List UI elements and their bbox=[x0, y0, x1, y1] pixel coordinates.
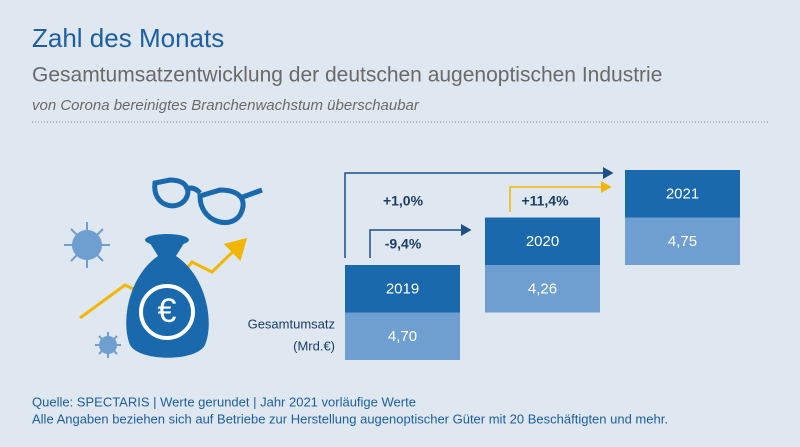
boxes: 2019 4,70 2020 4,26 2021 4,75 bbox=[345, 170, 740, 360]
measure-label: Gesamtumsatz bbox=[248, 316, 335, 331]
value-label: 4,70 bbox=[388, 328, 417, 345]
value-box bbox=[345, 312, 460, 360]
year-label: 2019 bbox=[386, 281, 419, 298]
value-box bbox=[485, 265, 600, 313]
value-label: 4,75 bbox=[668, 233, 697, 250]
tagline: von Corona bereinigtes Branchenwachstum … bbox=[32, 97, 420, 114]
value-label: 4,26 bbox=[528, 281, 557, 298]
change-label: +1,0% bbox=[383, 193, 424, 209]
source: Quelle: SPECTARIS | Werte gerundet | Jah… bbox=[32, 394, 416, 409]
title: Zahl des Monats bbox=[32, 23, 224, 53]
year-box bbox=[345, 265, 460, 313]
note: Alle Angaben beziehen sich auf Betriebe … bbox=[32, 411, 668, 426]
change-label: -9,4% bbox=[385, 236, 422, 252]
unit-label: (Mrd.€) bbox=[293, 338, 335, 353]
year-label: 2020 bbox=[526, 233, 559, 250]
change-label: +11,4% bbox=[521, 193, 569, 209]
subtitle: Gesamtumsatzentwicklung der deutschen au… bbox=[32, 64, 662, 87]
year-box bbox=[485, 217, 600, 265]
year-label: 2021 bbox=[666, 186, 699, 203]
change-arrow bbox=[509, 181, 612, 212]
svg-text:€: € bbox=[158, 292, 177, 330]
year-box bbox=[625, 170, 740, 218]
value-box bbox=[625, 217, 740, 265]
change-arrow bbox=[369, 224, 472, 258]
illustration: € bbox=[64, 177, 263, 358]
change-arrow bbox=[344, 167, 614, 258]
